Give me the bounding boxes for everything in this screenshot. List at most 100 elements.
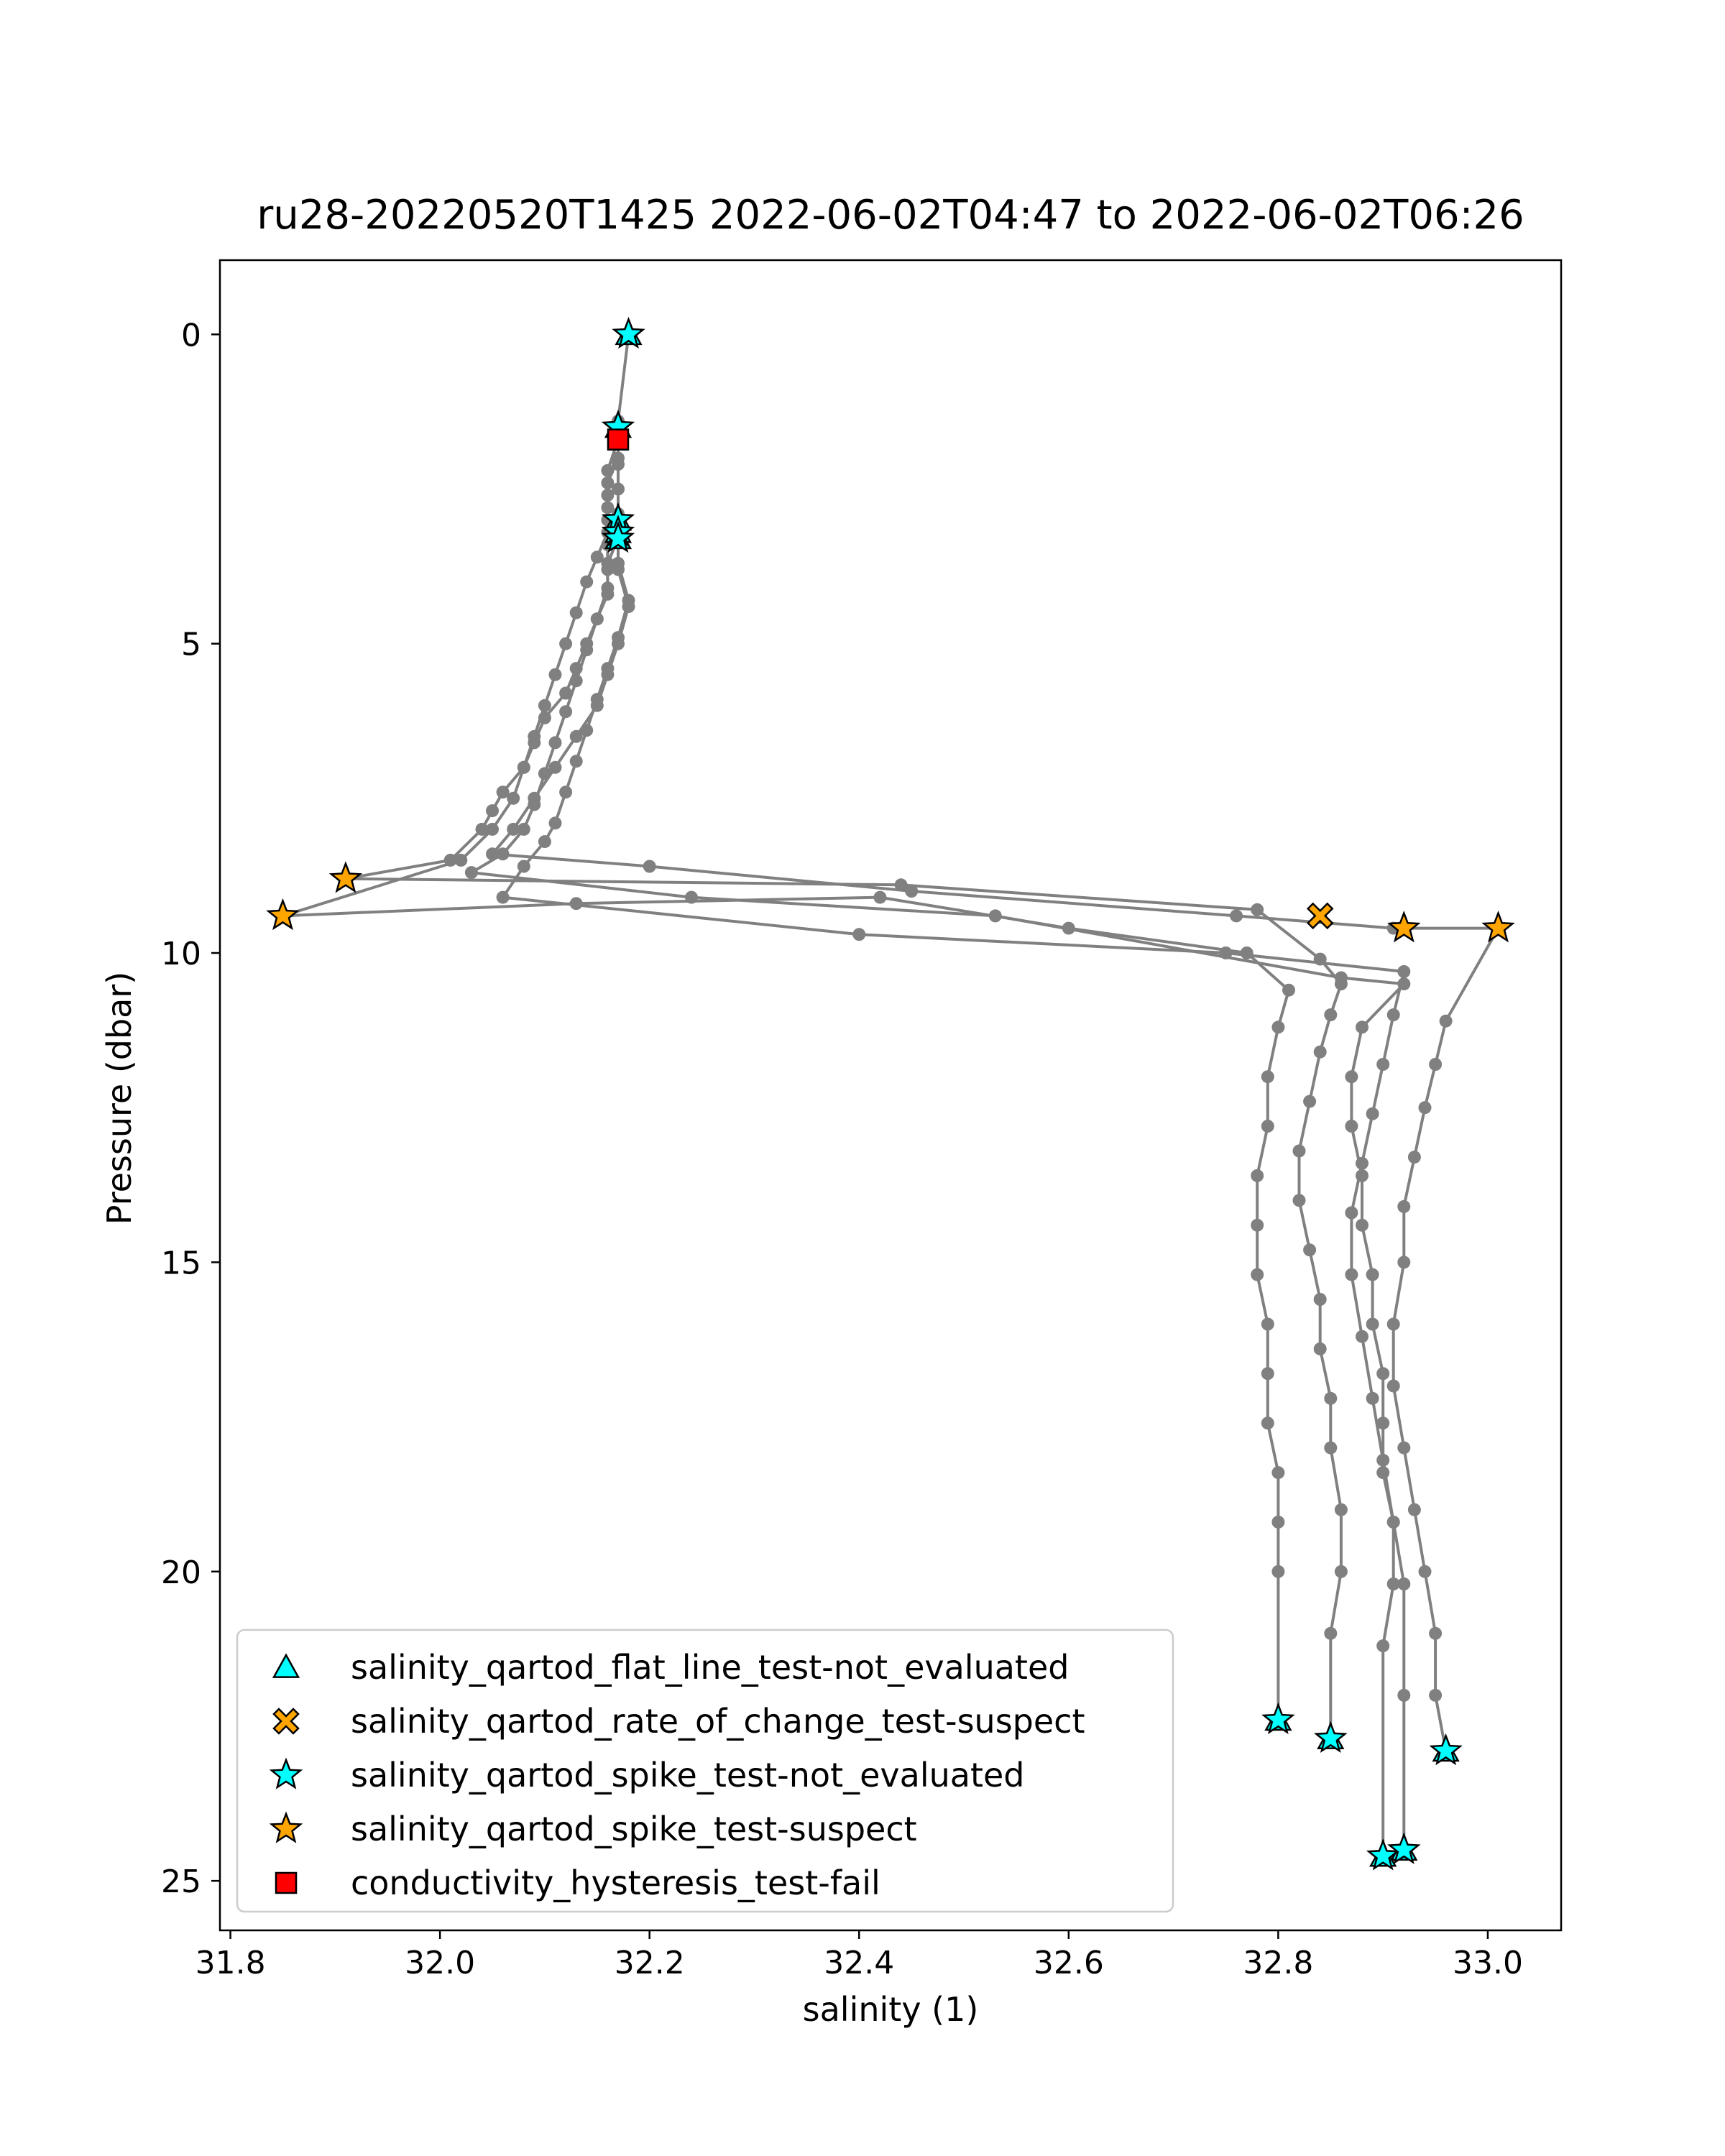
y-tick-label: 20 <box>161 1554 201 1591</box>
profile-point <box>517 822 530 836</box>
profile-point <box>1429 1626 1443 1640</box>
profile-point <box>454 853 468 867</box>
qc-marker-4 <box>266 898 300 931</box>
profile-point <box>1345 1070 1358 1084</box>
qc-marker-4 <box>328 861 363 893</box>
profile-point <box>486 822 499 836</box>
qc-marker-3 <box>1366 1838 1400 1871</box>
x-tick-label: 32.8 <box>1243 1945 1313 1981</box>
profile-point <box>988 909 1002 923</box>
profile-point <box>1324 1391 1338 1405</box>
profile-point <box>580 724 594 737</box>
legend-label-2: salinity_qartod_rate_of_change_test-susp… <box>351 1702 1085 1741</box>
profile-point <box>1251 903 1264 916</box>
profile-point <box>1429 1058 1443 1071</box>
profile-point <box>548 736 562 750</box>
profile-point <box>1261 1416 1274 1430</box>
profile-point <box>548 816 562 830</box>
y-tick-label: 5 <box>181 627 201 663</box>
profile-point <box>580 643 594 657</box>
profile-point <box>1397 964 1411 978</box>
profile-point <box>1313 1342 1327 1355</box>
y-tick-label: 10 <box>161 936 201 972</box>
profile-point <box>1271 1466 1285 1480</box>
profile-point <box>559 637 573 650</box>
legend: salinity_qartod_flat_line_test-not_evalu… <box>236 1628 1174 1913</box>
legend-label-4: salinity_qartod_spike_test-suspect <box>351 1810 917 1848</box>
profile-point <box>1439 1014 1453 1028</box>
qc-marker-3 <box>612 316 645 349</box>
profile-point <box>1313 1293 1327 1306</box>
x-tick-label: 32.4 <box>824 1945 894 1981</box>
profile-point <box>1418 1565 1432 1578</box>
profile-point <box>1356 1330 1368 1343</box>
profile-point <box>590 693 604 706</box>
qc-marker-5 <box>607 428 630 451</box>
qc-marker-4 <box>1387 911 1421 943</box>
profile-point <box>1366 1391 1379 1405</box>
profile-point <box>1376 1639 1390 1653</box>
profile-point <box>1407 1151 1421 1164</box>
profile-point <box>643 860 656 873</box>
profile-point <box>1356 1021 1368 1034</box>
profile-point <box>569 755 583 768</box>
profile-point <box>1356 1218 1368 1232</box>
chart-title: ru28-20220520T1425 2022-06-02T04:47 to 2… <box>257 192 1524 239</box>
qc-marker-3 <box>601 520 635 553</box>
x-tick-label: 33.0 <box>1453 1945 1523 1981</box>
x-tick-label: 31.8 <box>196 1945 266 1981</box>
profile-point <box>1345 1206 1358 1220</box>
profile-point <box>507 791 520 805</box>
x-tick-label: 32.0 <box>405 1945 475 1981</box>
profile-point <box>569 729 583 743</box>
profile-point <box>580 575 594 589</box>
qc-marker-3 <box>1387 1832 1421 1864</box>
profile-point <box>1334 971 1348 985</box>
qc-marker-3 <box>1429 1733 1463 1766</box>
legend-label-1: salinity_qartod_flat_line_test-not_evalu… <box>351 1648 1069 1687</box>
profile-point <box>1397 1441 1411 1455</box>
profile-point <box>517 760 530 774</box>
profile-point <box>528 791 541 805</box>
profile-point <box>1397 1577 1411 1590</box>
profile-point <box>1407 1503 1421 1516</box>
x-tick-label: 32.2 <box>615 1945 685 1981</box>
profile-point <box>685 890 698 904</box>
profile-point <box>1303 1095 1317 1108</box>
profile-point <box>1324 1441 1338 1455</box>
profile-point <box>1324 1626 1338 1640</box>
profile-point <box>601 581 615 595</box>
profile-point <box>507 822 520 836</box>
profile-point <box>486 804 499 818</box>
legend-marker-2 <box>272 1708 300 1735</box>
profile-point <box>1230 909 1243 923</box>
profile-point <box>601 501 615 515</box>
profile-point <box>1313 1045 1327 1059</box>
profile-point <box>1251 1169 1264 1182</box>
profile-point <box>1251 1218 1264 1232</box>
y-tick-label: 15 <box>161 1245 201 1281</box>
profile-point <box>1366 1107 1379 1120</box>
legend-marker-4 <box>269 1811 303 1843</box>
profile-point <box>612 458 625 471</box>
profile-point <box>496 786 510 799</box>
profile-point <box>1271 1021 1285 1034</box>
profile-point <box>1386 1515 1400 1529</box>
profile-point <box>612 482 625 496</box>
profile-point <box>601 556 615 570</box>
profile-point <box>894 878 908 892</box>
profile-point <box>1345 1120 1358 1133</box>
profile-point <box>1376 1058 1390 1071</box>
profile-point <box>590 550 604 564</box>
profile-point <box>622 594 635 607</box>
profile-point <box>1397 1199 1411 1213</box>
profile-point <box>569 674 583 688</box>
profile-point <box>852 928 866 941</box>
profile-point <box>1345 1268 1358 1281</box>
profile-point <box>1429 1688 1443 1702</box>
profile-point <box>601 662 615 676</box>
profile-point <box>1397 1256 1411 1269</box>
profile-point <box>1376 1416 1390 1430</box>
profile-point <box>548 760 562 774</box>
